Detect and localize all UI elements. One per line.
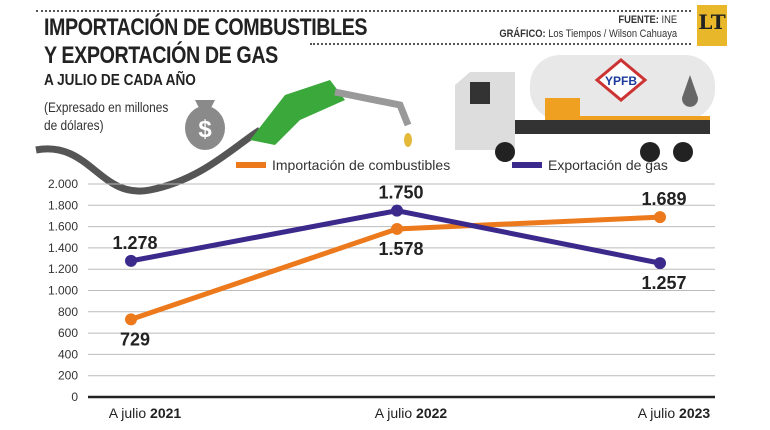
data-point — [654, 211, 666, 224]
y-tick-label: 2.000 — [48, 177, 78, 191]
tanker-truck-icon: YPFB — [455, 55, 715, 162]
svg-text:$: $ — [198, 116, 212, 143]
top-divider — [36, 10, 691, 12]
los-tiempos-logo: LT — [697, 5, 727, 46]
unit-line-2: de dólares) — [44, 117, 104, 133]
y-tick-label: 200 — [58, 369, 78, 383]
data-label: 1.689 — [641, 189, 686, 209]
y-tick-label: 600 — [58, 326, 78, 340]
data-point — [125, 313, 137, 326]
x-axis: A julio 2021 A julio 2022 A julio 2023 — [109, 405, 711, 421]
series-layer: 729 1.578 1.689 1.278 1.750 1.257 — [112, 183, 686, 350]
legend-label: Exportación de gas — [548, 157, 668, 173]
title-divider — [310, 43, 691, 45]
data-label: 1.257 — [641, 273, 686, 293]
y-tick-label: 1.200 — [48, 262, 78, 276]
y-tick-label: 400 — [58, 347, 78, 361]
subtitle: A JULIO DE CADA AÑO — [44, 72, 196, 89]
graphic-value: Los Tiempos / Wilson Cahuaya — [548, 28, 677, 40]
y-tick-label: 0 — [71, 390, 78, 404]
x-tick-label: A julio 2023 — [638, 405, 711, 421]
x-tick-label: A julio 2022 — [375, 405, 448, 421]
y-tick-label: 1.400 — [48, 241, 78, 255]
data-label: 1.278 — [112, 233, 157, 253]
title-line-2: Y EXPORTACIÓN DE GAS — [44, 42, 278, 69]
fuel-hose-icon — [35, 80, 412, 195]
legend-swatch — [236, 162, 266, 168]
unit-line-1: (Expresado en millones — [44, 99, 169, 115]
y-tick-label: 800 — [58, 305, 78, 319]
data-point — [391, 204, 403, 217]
y-tick-label: 1.800 — [48, 198, 78, 212]
money-bag-icon: $ — [185, 100, 225, 150]
x-tick-label: A julio 2021 — [109, 405, 182, 421]
legend: Importación de combustibles Exportación d… — [236, 157, 668, 173]
source-value: INE — [661, 14, 677, 26]
data-point — [125, 254, 137, 267]
source-credit: FUENTE: INE — [618, 14, 677, 26]
ypfb-logo: YPFB — [605, 74, 637, 88]
unit-note: (Expresado en millones de dólares) — [44, 98, 168, 134]
data-label: 1.578 — [378, 239, 423, 259]
graphic-label: GRÁFICO: — [499, 28, 546, 40]
y-tick-label: 1.000 — [48, 284, 78, 298]
legend-label: Importación de combustibles — [272, 157, 450, 173]
source-label: FUENTE: — [618, 14, 659, 26]
title-line-1: IMPORTACIÓN DE COMBUSTIBLES — [44, 14, 368, 41]
data-point — [654, 257, 666, 270]
data-label: 1.750 — [378, 183, 423, 203]
data-point — [391, 222, 403, 235]
data-label: 729 — [120, 329, 150, 349]
legend-swatch — [512, 162, 542, 168]
y-tick-label: 1.600 — [48, 220, 78, 234]
graphic-credit: GRÁFICO: Los Tiempos / Wilson Cahuaya — [499, 28, 677, 40]
